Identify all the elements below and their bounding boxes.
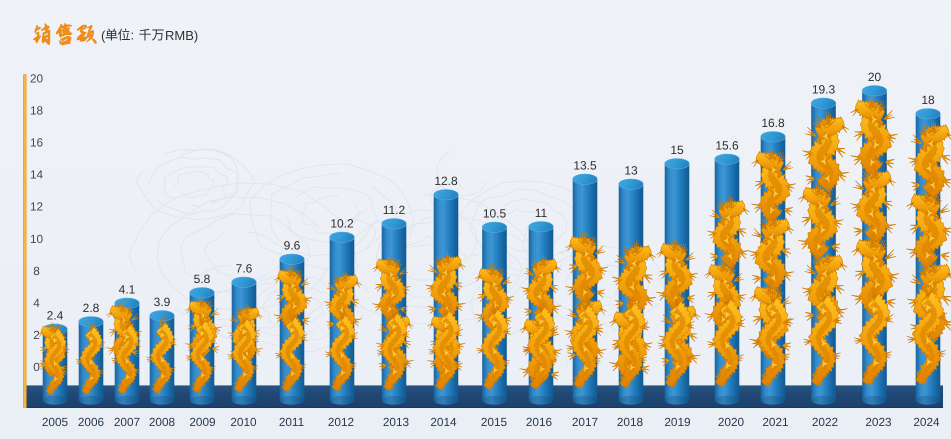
svg-text:15: 15 (670, 143, 684, 157)
svg-text:2022: 2022 (812, 415, 838, 429)
svg-text:2006: 2006 (78, 415, 105, 429)
svg-text:12.8: 12.8 (434, 174, 458, 188)
svg-text:2020: 2020 (718, 415, 745, 429)
svg-text:10.2: 10.2 (330, 217, 354, 231)
svg-text:2018: 2018 (617, 415, 644, 429)
svg-text:2.4: 2.4 (47, 309, 64, 323)
svg-text:11.2: 11.2 (383, 203, 406, 217)
svg-text:20: 20 (868, 70, 882, 84)
svg-text:2.8: 2.8 (83, 301, 100, 315)
svg-text:2013: 2013 (383, 415, 410, 429)
svg-text:10: 10 (30, 232, 44, 246)
svg-text:2: 2 (33, 328, 40, 342)
svg-text:0: 0 (33, 360, 40, 374)
svg-text:4: 4 (33, 296, 40, 310)
svg-text:2008: 2008 (149, 415, 176, 429)
svg-text:RMB): RMB) (165, 28, 198, 43)
svg-text:4.1: 4.1 (119, 283, 136, 297)
svg-text:2014: 2014 (430, 415, 457, 429)
svg-text:13: 13 (624, 164, 638, 178)
svg-text:19.3: 19.3 (812, 83, 836, 97)
svg-text:18: 18 (30, 103, 44, 117)
svg-text:2023: 2023 (865, 415, 892, 429)
svg-text:15.6: 15.6 (715, 139, 739, 153)
svg-text:9.6: 9.6 (284, 239, 301, 253)
svg-text:2016: 2016 (526, 415, 553, 429)
svg-text:5.8: 5.8 (194, 272, 211, 286)
svg-text:8: 8 (33, 264, 40, 278)
svg-text:2011: 2011 (279, 415, 304, 429)
svg-text:12: 12 (30, 200, 43, 214)
svg-text::: : (131, 28, 135, 43)
svg-text:2005: 2005 (42, 415, 69, 429)
svg-text:10.5: 10.5 (483, 207, 507, 221)
svg-text:20: 20 (30, 71, 44, 85)
svg-text:(: ( (101, 28, 106, 43)
svg-text:16.8: 16.8 (761, 116, 785, 130)
svg-text:13.5: 13.5 (573, 159, 597, 173)
svg-text:11: 11 (535, 206, 548, 220)
svg-text:18: 18 (921, 93, 935, 107)
svg-text:2019: 2019 (664, 415, 690, 429)
svg-text:14: 14 (30, 168, 44, 182)
svg-text:3.9: 3.9 (154, 295, 171, 309)
svg-text:2015: 2015 (481, 415, 508, 429)
svg-text:2010: 2010 (230, 415, 257, 429)
svg-text:7.6: 7.6 (236, 262, 253, 276)
svg-text:2007: 2007 (114, 415, 140, 429)
svg-text:2021: 2021 (762, 415, 788, 429)
svg-text:2017: 2017 (572, 415, 598, 429)
svg-text:2024: 2024 (913, 415, 940, 429)
svg-text:2009: 2009 (189, 415, 215, 429)
svg-text:16: 16 (30, 136, 44, 150)
svg-text:2012: 2012 (328, 415, 354, 429)
